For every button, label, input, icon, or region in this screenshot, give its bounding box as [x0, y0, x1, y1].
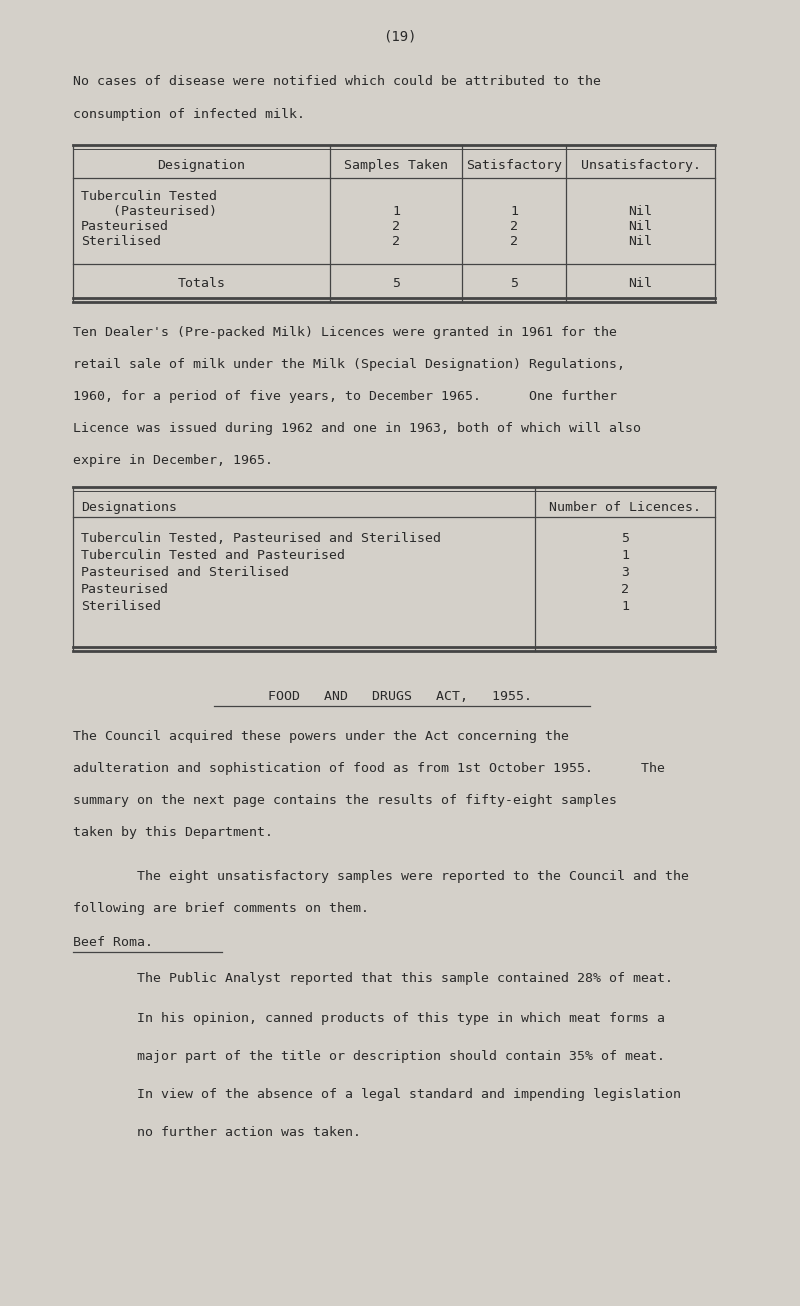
Text: Nil: Nil: [629, 219, 653, 232]
Text: 5: 5: [510, 277, 518, 290]
Text: major part of the title or description should contain 35% of meat.: major part of the title or description s…: [73, 1050, 665, 1063]
Text: Tuberculin Tested, Pasteurised and Sterilised: Tuberculin Tested, Pasteurised and Steri…: [81, 532, 441, 545]
Text: In view of the absence of a legal standard and impending legislation: In view of the absence of a legal standa…: [73, 1088, 681, 1101]
Text: Licence was issued during 1962 and one in 1963, both of which will also: Licence was issued during 1962 and one i…: [73, 422, 641, 435]
Text: Designations: Designations: [81, 502, 177, 515]
Text: 5: 5: [621, 532, 629, 545]
Text: 2: 2: [510, 219, 518, 232]
Text: consumption of infected milk.: consumption of infected milk.: [73, 108, 305, 121]
Text: Pasteurised: Pasteurised: [81, 219, 169, 232]
Text: 2: 2: [392, 235, 400, 248]
Text: 1: 1: [621, 549, 629, 562]
Text: Satisfactory: Satisfactory: [466, 159, 562, 172]
Text: Tuberculin Tested and Pasteurised: Tuberculin Tested and Pasteurised: [81, 549, 345, 562]
Text: 1: 1: [392, 205, 400, 218]
Text: Number of Licences.: Number of Licences.: [549, 502, 701, 515]
Text: expire in December, 1965.: expire in December, 1965.: [73, 454, 273, 468]
Text: 1960, for a period of five years, to December 1965.      One further: 1960, for a period of five years, to Dec…: [73, 390, 617, 404]
Text: The eight unsatisfactory samples were reported to the Council and the: The eight unsatisfactory samples were re…: [73, 870, 689, 883]
Text: Nil: Nil: [629, 205, 653, 218]
Text: Pasteurised and Sterilised: Pasteurised and Sterilised: [81, 565, 289, 579]
Text: retail sale of milk under the Milk (Special Designation) Regulations,: retail sale of milk under the Milk (Spec…: [73, 358, 625, 371]
Text: Sterilised: Sterilised: [81, 599, 161, 613]
Text: Ten Dealer's (Pre-packed Milk) Licences were granted in 1961 for the: Ten Dealer's (Pre-packed Milk) Licences …: [73, 326, 617, 340]
Text: 2: 2: [510, 235, 518, 248]
Text: Nil: Nil: [629, 235, 653, 248]
Text: taken by this Department.: taken by this Department.: [73, 825, 273, 838]
Text: Designation: Designation: [158, 159, 246, 172]
Text: adulteration and sophistication of food as from 1st October 1955.      The: adulteration and sophistication of food …: [73, 761, 665, 774]
Text: Unsatisfactory.: Unsatisfactory.: [581, 159, 701, 172]
Text: Nil: Nil: [629, 277, 653, 290]
Text: In his opinion, canned products of this type in which meat forms a: In his opinion, canned products of this …: [73, 1012, 665, 1025]
Text: summary on the next page contains the results of fifty-eight samples: summary on the next page contains the re…: [73, 794, 617, 807]
Text: Totals: Totals: [178, 277, 226, 290]
Text: (Pasteurised): (Pasteurised): [81, 205, 217, 218]
Text: 2: 2: [621, 582, 629, 596]
Text: following are brief comments on them.: following are brief comments on them.: [73, 902, 369, 916]
Text: Pasteurised: Pasteurised: [81, 582, 169, 596]
Text: FOOD   AND   DRUGS   ACT,   1955.: FOOD AND DRUGS ACT, 1955.: [268, 690, 532, 703]
Text: 2: 2: [392, 219, 400, 232]
Text: The Public Analyst reported that this sample contained 28% of meat.: The Public Analyst reported that this sa…: [73, 972, 673, 985]
Text: No cases of disease were notified which could be attributed to the: No cases of disease were notified which …: [73, 74, 601, 88]
Text: 1: 1: [621, 599, 629, 613]
Text: 1: 1: [510, 205, 518, 218]
Text: no further action was taken.: no further action was taken.: [73, 1126, 361, 1139]
Text: The Council acquired these powers under the Act concerning the: The Council acquired these powers under …: [73, 730, 569, 743]
Text: Tuberculin Tested: Tuberculin Tested: [81, 189, 217, 202]
Text: 5: 5: [392, 277, 400, 290]
Text: (19): (19): [383, 30, 417, 44]
Text: 3: 3: [621, 565, 629, 579]
Text: Beef Roma.: Beef Roma.: [73, 936, 153, 949]
Text: Samples Taken: Samples Taken: [344, 159, 448, 172]
Text: Sterilised: Sterilised: [81, 235, 161, 248]
